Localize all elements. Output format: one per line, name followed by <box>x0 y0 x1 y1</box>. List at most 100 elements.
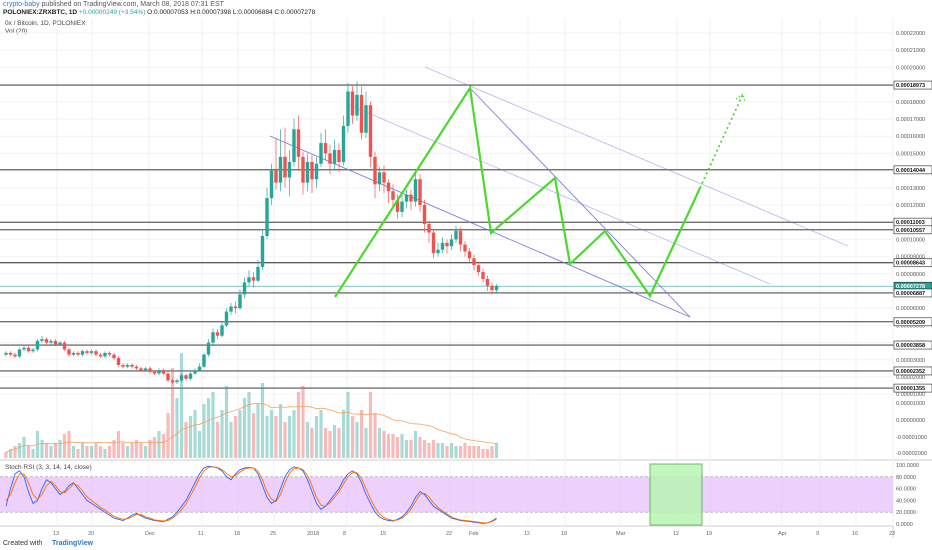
volume-bar <box>251 413 256 458</box>
candle-body <box>49 340 53 343</box>
candle-body <box>274 170 278 183</box>
price-tick-label: 0.00020000 <box>896 65 925 71</box>
volume-tick-label: 0.00000000 <box>896 418 925 424</box>
candle-body <box>418 179 422 205</box>
volume-bar <box>373 413 377 458</box>
rsi-tick-label: 40.0000 <box>896 498 916 504</box>
candle-body <box>188 373 193 379</box>
price-tick-label: 0.00013000 <box>896 186 925 192</box>
volume-bar <box>359 410 364 458</box>
x-tick-label: 22 <box>446 531 452 537</box>
candle-body <box>112 354 116 359</box>
level-label: 0.00010557 <box>896 228 925 234</box>
volume-bar <box>292 410 296 458</box>
volume-bar <box>337 428 341 458</box>
candle-body <box>359 94 364 133</box>
candle-body <box>67 349 71 355</box>
price-tick-label: 0.00017000 <box>896 117 925 123</box>
candle-body <box>346 91 350 126</box>
candle-body <box>283 156 287 178</box>
volume-bar <box>188 416 193 458</box>
volume-bar <box>107 446 112 458</box>
candle-body <box>62 342 67 350</box>
volume-bar <box>8 449 13 458</box>
volume-bar <box>283 422 287 458</box>
level-label-box <box>893 288 932 298</box>
volume-bar <box>197 431 202 458</box>
candle-body <box>368 105 373 157</box>
volume-bar <box>454 446 458 458</box>
volume-bar <box>265 416 269 458</box>
candle-body <box>440 242 445 250</box>
candle-body <box>53 340 58 345</box>
volume-bar <box>53 443 58 458</box>
candle-body <box>121 364 125 367</box>
rsi-tick-label: 0.0000 <box>896 522 913 528</box>
candle-body <box>296 129 301 157</box>
candle-body <box>409 194 413 202</box>
candle-body <box>170 380 175 383</box>
volume-bar <box>463 443 467 458</box>
close-label: C:0.00007278 <box>274 9 316 16</box>
candle-body <box>256 266 260 281</box>
candle-body <box>355 94 359 116</box>
volume-bar <box>296 392 301 458</box>
volume-bar <box>341 410 346 458</box>
volume-bar <box>215 422 220 458</box>
candle-body <box>184 375 188 379</box>
volume-bar <box>31 449 35 458</box>
volume-bar <box>116 431 121 458</box>
level-label-box <box>893 225 932 235</box>
volume-bar <box>98 446 103 458</box>
price-tick-label: 0.00012000 <box>896 203 925 209</box>
volume-bar <box>80 443 85 458</box>
volume-bar <box>323 428 328 458</box>
volume-bar <box>494 443 499 458</box>
volume-bar <box>458 446 463 458</box>
rsi-tick-label: 20.0000 <box>896 510 916 516</box>
candle-body <box>251 277 256 281</box>
volume-bar <box>386 434 391 458</box>
x-tick-label: 9 <box>816 531 819 537</box>
x-tick-label: Mar <box>616 531 626 537</box>
volume-bar <box>157 431 161 458</box>
candle-body <box>215 332 220 336</box>
x-tick-label: 12 <box>673 531 679 537</box>
tradingview-logo[interactable]: TradingView <box>52 540 94 547</box>
candle-body <box>143 368 148 371</box>
volume-bar <box>310 428 314 458</box>
chart-header: crypto-baby published on TradingView.com… <box>0 0 932 40</box>
volume-bar <box>49 446 53 458</box>
volume-bar <box>58 440 62 458</box>
rsi-tick-label: 100.0000 <box>896 463 919 469</box>
volume-bar <box>319 410 323 458</box>
candle-body <box>364 105 368 133</box>
candle-body <box>58 342 62 345</box>
candle-body <box>71 352 76 355</box>
candle-body <box>125 364 130 367</box>
volume-bar <box>152 437 157 458</box>
volume-bar <box>481 449 485 458</box>
volume-bar <box>467 446 472 458</box>
volume-bar <box>247 392 251 458</box>
volume-bar <box>400 434 404 458</box>
volume-bar <box>413 431 418 458</box>
candle-body <box>148 368 152 372</box>
volume-bar <box>490 446 494 458</box>
candle-body <box>17 349 22 357</box>
author-link[interactable]: crypto-baby <box>3 1 40 8</box>
candle-body <box>278 156 283 183</box>
volume-bar <box>278 404 283 458</box>
x-tick-label: 12 <box>524 531 530 537</box>
x-tick-label: 11 <box>198 531 204 537</box>
candle-body <box>224 311 229 326</box>
volume-bar <box>134 440 139 458</box>
candle-body <box>350 91 355 116</box>
volume-bar <box>170 368 175 458</box>
level-label: 0.00007278 <box>896 284 925 290</box>
level-label-box <box>893 165 932 175</box>
volume-bar <box>332 425 337 458</box>
x-tick-label: 25 <box>270 531 276 537</box>
volume-bar <box>94 443 98 458</box>
